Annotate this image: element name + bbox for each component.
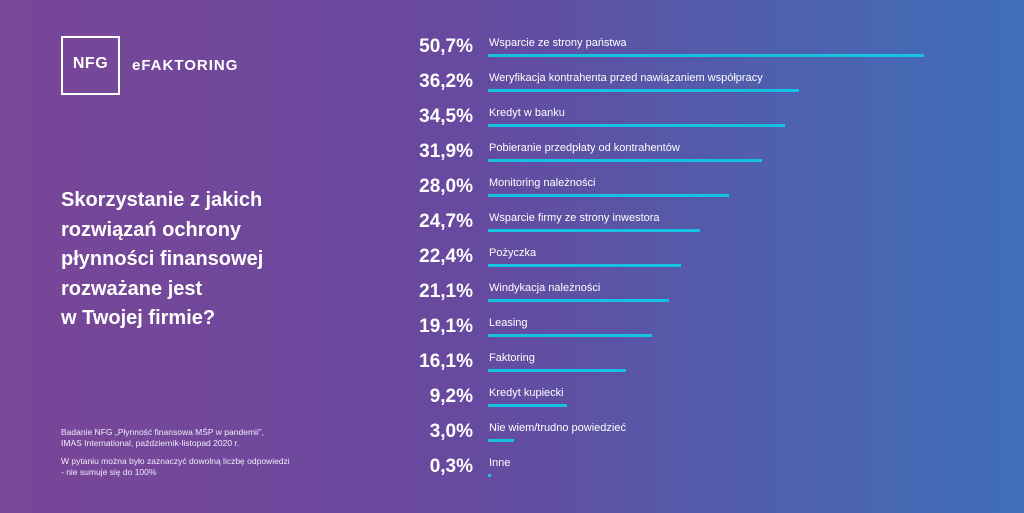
- bar-category-label: Kredyt w banku: [489, 107, 565, 119]
- bar-row: 31,9% Pobieranie przedpłaty od kontrahent…: [395, 141, 955, 171]
- answer-note: W pytaniu można było zaznaczyć dowolną l…: [61, 456, 290, 478]
- bar: [488, 89, 800, 92]
- bar: [488, 334, 653, 337]
- bar-category-label: Leasing: [489, 317, 528, 329]
- bar: [488, 369, 627, 372]
- bar-category-label: Wsparcie ze strony państwa: [489, 37, 627, 49]
- bar: [488, 159, 763, 162]
- bar-category-label: Pobieranie przedpłaty od kontrahentów: [489, 142, 680, 154]
- bar: [488, 439, 514, 442]
- bar-category-label: Pożyczka: [489, 247, 537, 259]
- bar-row: 0,3% Inne: [395, 456, 955, 486]
- bar-category-label: Wsparcie firmy ze strony inwestora: [489, 212, 660, 224]
- bar-category-label: Faktoring: [489, 352, 535, 364]
- bar-value-label: 16,1%: [419, 351, 473, 372]
- question-line: płynności finansowej: [61, 248, 264, 270]
- bar-value-label: 36,2%: [419, 71, 473, 92]
- bar-value-label: 9,2%: [429, 386, 473, 407]
- bar-value-label: 21,1%: [419, 281, 473, 302]
- bar-category-label: Nie wiem/trudno powiedzieć: [489, 422, 626, 434]
- bar-row: 28,0% Monitoring należności: [395, 176, 955, 206]
- source-line: IMAS International, październik-listopad…: [61, 438, 240, 448]
- bar-value-label: 3,0%: [429, 421, 473, 442]
- nfg-logo: NFG: [61, 36, 120, 95]
- bar-category-label: Inne: [489, 457, 511, 469]
- question-line: rozwiązań ochrony: [61, 218, 242, 241]
- bar-row: 34,5% Kredyt w banku: [395, 106, 955, 136]
- bar-category-label: Weryfikacja kontrahenta przed nawiązanie…: [489, 72, 763, 84]
- bar-value-label: 0,3%: [429, 456, 473, 477]
- bar-row: 16,1% Faktoring: [395, 351, 955, 381]
- question-line: rozważane jest: [61, 277, 203, 300]
- bar-category-label: Monitoring należności: [489, 177, 596, 189]
- bar-value-label: 24,7%: [419, 211, 473, 232]
- bar: [488, 264, 681, 267]
- bar-row: 36,2% Weryfikacja kontrahenta przed nawią…: [395, 71, 955, 101]
- bar-value-label: 28,0%: [419, 176, 473, 197]
- note-line: - nie sumuje się do 100%: [61, 467, 157, 477]
- bar-value-label: 19,1%: [419, 316, 473, 337]
- bar-value-label: 34,5%: [419, 106, 473, 127]
- bar: [488, 194, 729, 197]
- bar-row: 21,1% Windykacja należności: [395, 281, 955, 311]
- question-line: Skorzystanie z jakich: [61, 189, 263, 211]
- bar: [488, 474, 491, 477]
- source-line: Badanie NFG „Płynność finansowa MŚP w pa…: [61, 427, 264, 437]
- bar-category-label: Windykacja należności: [489, 282, 601, 294]
- bar-row: 19,1% Leasing: [395, 316, 955, 346]
- bar-row: 9,2% Kredyt kupiecki: [395, 386, 955, 416]
- bar: [488, 124, 785, 127]
- source-note: Badanie NFG „Płynność finansowa MŚP w pa…: [61, 427, 264, 449]
- question-line: w Twojej firmie?: [61, 307, 216, 329]
- bar-value-label: 22,4%: [419, 246, 473, 267]
- bar-category-label: Kredyt kupiecki: [489, 387, 564, 399]
- bar-value-label: 50,7%: [419, 36, 473, 57]
- bar: [488, 54, 924, 57]
- bar-value-label: 31,9%: [419, 141, 473, 162]
- bar: [488, 299, 670, 302]
- bar-row: 50,7% Wsparcie ze strony państwa: [395, 36, 955, 66]
- logo-text: NFG: [72, 55, 109, 72]
- bar: [488, 404, 568, 407]
- note-line: W pytaniu można było zaznaczyć dowolną l…: [61, 456, 290, 466]
- bar-row: 22,4% Pożyczka: [395, 246, 955, 276]
- chart-question: Skorzystanie z jakich rozwiązań ochrony …: [61, 186, 361, 334]
- bar-row: 3,0% Nie wiem/trudno powiedzieć: [395, 421, 955, 451]
- bar-row: 24,7% Wsparcie firmy ze strony inwestora: [395, 211, 955, 241]
- bar: [488, 229, 701, 232]
- brand-name: eFAKTORING: [132, 57, 239, 74]
